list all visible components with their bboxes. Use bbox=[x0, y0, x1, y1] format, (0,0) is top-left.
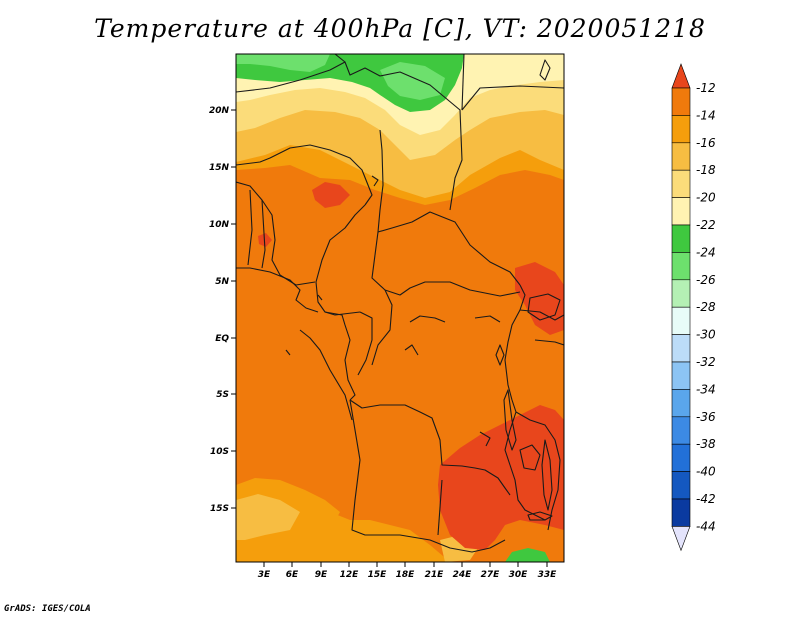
colorbar-swatch bbox=[671, 115, 691, 144]
colorbar-label: -38 bbox=[696, 437, 716, 451]
colorbar-label: -40 bbox=[696, 465, 716, 479]
field-region bbox=[236, 494, 300, 540]
colorbar-label: -26 bbox=[696, 273, 716, 287]
field-region bbox=[258, 233, 272, 247]
lon-label: 6E bbox=[286, 570, 299, 580]
lat-label: 15N bbox=[209, 163, 230, 173]
colorbar-label: -20 bbox=[696, 191, 716, 205]
lat-label: 5S bbox=[216, 390, 229, 400]
lon-label: 21E bbox=[425, 570, 445, 580]
colorbar-label: -18 bbox=[696, 163, 716, 177]
lon-label: 15E bbox=[368, 570, 388, 580]
lon-label: 24E bbox=[453, 570, 473, 580]
temperature-field bbox=[236, 54, 564, 562]
colorbar-swatch bbox=[671, 498, 691, 527]
colorbar-label: -22 bbox=[696, 218, 716, 232]
field-region bbox=[236, 54, 330, 72]
lat-label: 5N bbox=[215, 277, 229, 287]
lon-label: 9E bbox=[315, 570, 328, 580]
colorbar-label: -12 bbox=[696, 81, 716, 95]
colorbar-label: -24 bbox=[696, 245, 716, 259]
colorbar-swatch bbox=[671, 252, 691, 281]
field-region bbox=[312, 182, 350, 208]
colorbar-swatch bbox=[671, 334, 691, 363]
lat-label: 10S bbox=[210, 447, 229, 457]
colorbar-swatch bbox=[671, 443, 691, 472]
colorbar-swatch bbox=[671, 87, 691, 116]
colorbar-swatch bbox=[671, 416, 691, 445]
lon-label: 33E bbox=[538, 570, 558, 580]
colorbar-swatch bbox=[671, 169, 691, 198]
lon-label: 30E bbox=[509, 570, 529, 580]
lon-label: 12E bbox=[340, 570, 360, 580]
colorbar-swatch bbox=[671, 224, 691, 253]
colorbar-label: -14 bbox=[696, 108, 716, 122]
lat-label: 20N bbox=[209, 106, 230, 116]
colorbar-swatch bbox=[671, 471, 691, 500]
country-borders bbox=[236, 54, 564, 553]
colorbar-top-arrow bbox=[671, 63, 691, 89]
lat-label: 15S bbox=[210, 504, 229, 514]
lon-label: 18E bbox=[396, 570, 416, 580]
longitude-axis: 3E 6E 9E 12E 15E 18E 21E 24E 27E 30E 33E bbox=[258, 562, 557, 580]
colorbar-label: -34 bbox=[696, 382, 716, 396]
colorbar: -12 -14 -16 -18 -20 -22 -24 -26 -28 -30 -32 -34 -36 -… bbox=[671, 63, 716, 552]
lat-label: 10N bbox=[209, 220, 230, 230]
field-region bbox=[505, 548, 550, 562]
colorbar-label: -32 bbox=[696, 355, 716, 369]
lon-label: 27E bbox=[481, 570, 501, 580]
colorbar-bottom-arrow bbox=[671, 526, 691, 552]
colorbar-label: -36 bbox=[696, 410, 716, 424]
colorbar-swatch bbox=[671, 142, 691, 171]
credit-text: GrADS: IGES/COLA bbox=[4, 604, 91, 614]
field-region bbox=[515, 262, 564, 335]
lat-label: EQ bbox=[215, 334, 229, 344]
colorbar-swatch bbox=[671, 197, 691, 226]
field-region bbox=[380, 62, 445, 100]
colorbar-label: -16 bbox=[696, 136, 716, 150]
map-title: Temperature at 400hPa [C], VT: 202005121… bbox=[94, 14, 706, 43]
colorbar-swatch bbox=[671, 361, 691, 390]
map-frame bbox=[235, 53, 565, 563]
colorbar-label: -30 bbox=[696, 328, 716, 342]
colorbar-label: -42 bbox=[696, 492, 716, 506]
lon-label: 3E bbox=[258, 570, 271, 580]
colorbar-swatch bbox=[671, 279, 691, 308]
colorbar-swatch bbox=[671, 306, 691, 335]
colorbar-label: -28 bbox=[696, 300, 716, 314]
colorbar-label: -44 bbox=[696, 519, 716, 533]
latitude-axis: 20N 15N 10N 5N EQ 5S 10S 15S bbox=[209, 106, 236, 514]
colorbar-swatch bbox=[671, 389, 691, 418]
